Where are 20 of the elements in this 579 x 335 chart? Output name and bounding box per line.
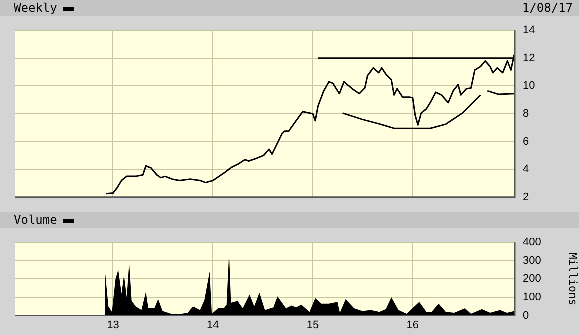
y-tick-label: 200 [523,273,542,286]
y-tick-label: 0 [523,310,530,322]
x-tick-label: 16 [406,319,420,332]
x-tick-label: 15 [306,319,320,332]
y-tick-label: 6 [523,136,530,148]
y-tick-label: 400 [523,236,542,249]
y-tick-label: 10 [523,80,536,92]
chart-title: Volume [14,213,58,227]
y-tick-label: 100 [523,292,542,304]
chart-title: Weekly [14,1,58,15]
y-axis-title: Millions [566,252,579,306]
y-tick-label: 12 [523,52,536,64]
y-tick-label: 2 [523,191,530,204]
y-tick-label: 14 [523,24,536,37]
x-tick-label: 14 [207,319,220,332]
y-tick-label: 8 [523,108,530,120]
text: 1/08/17 [522,0,573,16]
x-tick-label: 13 [107,319,120,332]
y-tick-label: 4 [523,164,530,176]
y-tick-label: 300 [523,254,542,267]
